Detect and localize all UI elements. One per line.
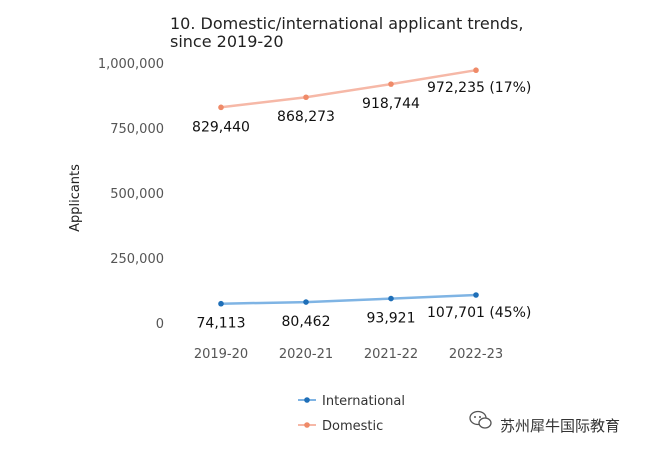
chart-title-line-2: since 2019-20 bbox=[170, 32, 284, 51]
data-label-international: 93,921 bbox=[367, 311, 416, 327]
legend-marker-domestic bbox=[304, 422, 310, 428]
data-label-international: 74,113 bbox=[197, 316, 246, 332]
data-point-domestic bbox=[388, 81, 394, 87]
legend: International Domestic bbox=[298, 394, 405, 434]
data-point-international bbox=[303, 299, 309, 305]
x-tick-label: 2021-22 bbox=[364, 347, 418, 362]
y-axis-label: Applicants bbox=[68, 164, 83, 232]
legend-label-international: International bbox=[322, 394, 405, 409]
y-tick-label: 1,000,000 bbox=[98, 57, 164, 72]
data-label-international: 80,462 bbox=[282, 314, 331, 330]
data-point-international bbox=[218, 300, 224, 307]
data-point-domestic bbox=[218, 104, 224, 111]
x-tick-label: 2019-20 bbox=[194, 347, 248, 362]
y-tick-label: 0 bbox=[156, 317, 164, 332]
watermark-text: 苏州犀牛国际教育 bbox=[500, 417, 620, 435]
data-point-international bbox=[388, 295, 394, 302]
x-tick-label: 2020-21 bbox=[279, 347, 333, 362]
x-axis-ticks: 2019-20 2020-21 2021-22 2022-23 bbox=[194, 347, 503, 362]
y-tick-label: 750,000 bbox=[110, 122, 164, 137]
wechat-icon bbox=[469, 410, 492, 429]
data-point-domestic bbox=[473, 67, 479, 74]
y-tick-label: 500,000 bbox=[110, 187, 164, 202]
y-tick-label: 250,000 bbox=[110, 252, 164, 267]
data-label-domestic: 868,273 bbox=[277, 109, 335, 125]
series-group: 74,113 80,462 93,921 107,701 (45%) 829,440 86… bbox=[192, 67, 531, 332]
data-label-domestic: 918,744 bbox=[362, 96, 420, 112]
data-label-domestic: 972,235 (17%) bbox=[427, 80, 531, 96]
series-line-domestic bbox=[219, 68, 478, 109]
data-point-domestic bbox=[303, 94, 309, 101]
chart-title-line-1: 10. Domestic/international applicant tre… bbox=[170, 14, 523, 33]
series-line-international bbox=[219, 293, 478, 305]
y-axis-ticks: 0 250,000 500,000 750,000 1,000,000 bbox=[98, 57, 164, 332]
legend-label-domestic: Domestic bbox=[322, 419, 383, 434]
data-point-international bbox=[473, 292, 479, 298]
watermark: 苏州犀牛国际教育 bbox=[469, 410, 620, 435]
legend-marker-international bbox=[304, 397, 310, 403]
data-label-international: 107,701 (45%) bbox=[427, 305, 531, 321]
x-tick-label: 2022-23 bbox=[449, 347, 503, 362]
data-label-domestic: 829,440 bbox=[192, 119, 250, 135]
